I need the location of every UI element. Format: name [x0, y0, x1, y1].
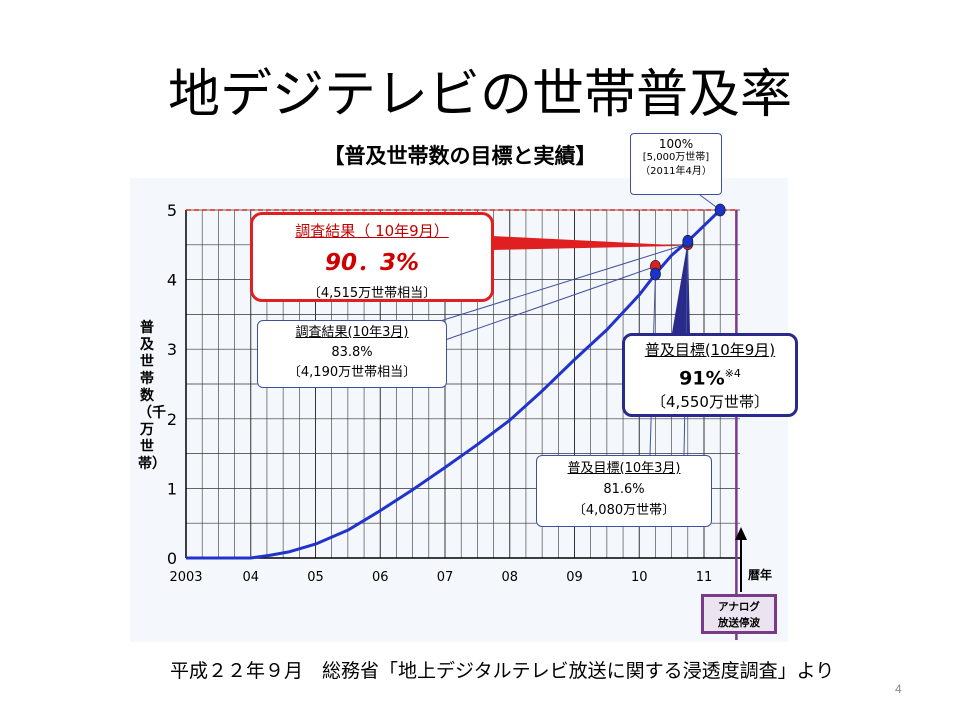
goal-households: [5,000万世帯]	[642, 152, 710, 163]
x-tick-label: 05	[307, 570, 324, 585]
page-number: 4	[895, 682, 902, 696]
result-mar-callout: 調査結果(10年3月) 83.8% 〔4,190万世帯相当〕	[257, 320, 447, 388]
result-sep-households: 〔4,515万世帯相当〕	[307, 286, 437, 301]
goal-date: （2011年4月）	[640, 166, 712, 177]
y-tick-label: 3	[167, 340, 177, 359]
goal-percent: 100%	[658, 137, 694, 151]
analog-shutdown-label: アナログ 放送停波	[701, 594, 777, 634]
target-point	[682, 234, 694, 248]
result-mar-households: 〔4,190万世帯相当〕	[287, 365, 417, 380]
slide-title: 地デジテレビの世帯普及率	[167, 65, 792, 125]
analog-line1: アナログ	[718, 601, 760, 613]
x-axis-label: 暦年	[748, 568, 773, 582]
target-mar-callout: 普及目標(10年3月) 81.6% 〔4,080万世帯〕	[536, 455, 712, 527]
y-tick-label: 5	[167, 201, 177, 220]
target-sep-callout: 普及目標(10年9月) 91%※4 〔4,550万世帯〕	[622, 333, 798, 417]
x-tick-label: 2003	[169, 570, 202, 585]
x-tick-label: 09	[566, 570, 583, 585]
x-tick-label: 06	[372, 570, 389, 585]
chart-title: 【普及世帯数の目標と実績】	[0, 140, 960, 170]
result-sep-title: 調査結果（ 10年9月）	[295, 222, 449, 240]
leader-target-sep	[672, 241, 690, 333]
analog-line2: 放送停波	[718, 617, 760, 629]
target-mar-percent: 81.6%	[603, 482, 645, 497]
target-point	[714, 203, 726, 217]
target-sep-title: 普及目標(10年9月)	[644, 341, 776, 359]
target-point	[650, 267, 661, 281]
x-tick-label: 11	[696, 570, 713, 585]
x-tick-label: 07	[437, 570, 454, 585]
goal-callout: 100% [5,000万世帯] （2011年4月）	[630, 133, 722, 195]
tick-labels: 2003 04 05 06 07 08 09 10 11 0 1 2 3 4 5	[167, 201, 712, 585]
result-sep-percent: 90．3%	[324, 250, 420, 276]
x-tick-label: 04	[242, 570, 259, 585]
y-tick-label: 0	[167, 549, 177, 568]
x-tick-label: 10	[631, 570, 648, 585]
target-sep-households: 〔4,550万世帯〕	[651, 393, 769, 412]
result-mar-percent: 83.8%	[331, 345, 373, 360]
target-sep-percent: 91%	[679, 367, 725, 390]
target-mar-title: 普及目標(10年3月)	[567, 461, 681, 476]
y-tick-label: 1	[167, 479, 177, 498]
y-tick-label: 2	[167, 410, 177, 429]
y-tick-label: 4	[167, 271, 177, 290]
x-tick-label: 08	[501, 570, 518, 585]
leader-result-sep	[492, 236, 688, 250]
result-sep-callout: 調査結果（ 10年9月） 90．3% 〔4,515万世帯相当〕	[250, 212, 494, 302]
leader-result-mar-2	[436, 243, 688, 323]
leader-result-mar	[444, 265, 656, 341]
target-sep-percent-line: 91%※4	[625, 362, 795, 390]
target-mar-households: 〔4,080万世帯〕	[572, 503, 676, 518]
source-note: 平成２２年９月 総務省「地上デジタルテレビ放送に関する浸透度調査」より	[170, 660, 835, 682]
x-axis-arrowhead	[735, 527, 747, 540]
target-sep-note: ※4	[724, 367, 741, 380]
y-axis-label: 普及世帯数（千万世帯）	[138, 320, 166, 472]
chart-title-text: 【普及世帯数の目標と実績】	[323, 144, 597, 168]
data-points	[650, 203, 726, 281]
result-mar-title: 調査結果(10年3月)	[295, 325, 409, 340]
